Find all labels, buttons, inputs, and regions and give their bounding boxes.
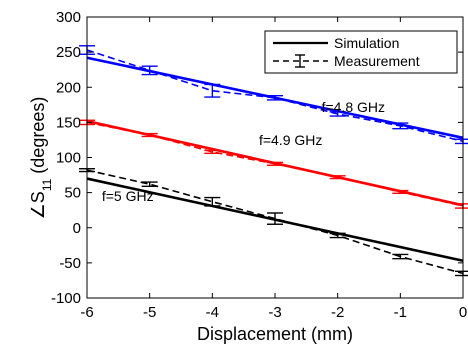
x-axis: -6 -5 -4 -3 -2 -1 0 <box>80 17 467 321</box>
legend: Simulation Measurement <box>264 30 458 74</box>
y-axis-label: ∠S11 (degrees) <box>28 97 54 220</box>
x-tick-label: -3 <box>268 304 281 321</box>
y-tick-label: 200 <box>56 79 81 96</box>
measurement-errorbar <box>141 181 158 188</box>
simulation-line <box>86 119 464 207</box>
simulation-line <box>86 56 464 140</box>
y-tick-label: -100 <box>51 290 81 307</box>
y-tick-label: 100 <box>56 150 81 167</box>
legend-measurement-label: Measurement <box>334 53 420 69</box>
annotations: f=4.8 GHz f=4.9 GHz f=5 GHz <box>102 99 385 204</box>
y-tick-label: 300 <box>56 9 81 26</box>
y-axis: -100 -50 0 50 100 150 200 250 300 <box>51 9 463 307</box>
y-tick-label: -50 <box>59 255 81 272</box>
series-group <box>79 168 468 277</box>
y-tick-label: 0 <box>73 220 81 237</box>
plot-marks <box>79 45 468 277</box>
y-tick-label: 250 <box>56 44 81 61</box>
legend-simulation-label: Simulation <box>334 35 399 51</box>
x-tick-label: -4 <box>206 304 219 321</box>
y-tick-label: 150 <box>56 114 81 131</box>
x-tick-label: -6 <box>80 304 93 321</box>
x-tick-label: -5 <box>143 304 156 321</box>
x-tick-label: -2 <box>331 304 344 321</box>
y-tick-label: 50 <box>64 185 81 202</box>
x-axis-label: Displacement (mm) <box>197 324 353 344</box>
frequency-annotation: f=5 GHz <box>102 188 154 204</box>
x-tick-label: 0 <box>459 304 467 321</box>
x-tick-label: -1 <box>394 304 407 321</box>
frequency-annotation: f=4.8 GHz <box>322 99 385 115</box>
series-group <box>79 45 468 145</box>
legend-box <box>264 30 458 74</box>
simulation-line <box>86 177 464 263</box>
frequency-annotation: f=4.9 GHz <box>259 132 322 148</box>
measurement-errorbar <box>392 253 409 260</box>
